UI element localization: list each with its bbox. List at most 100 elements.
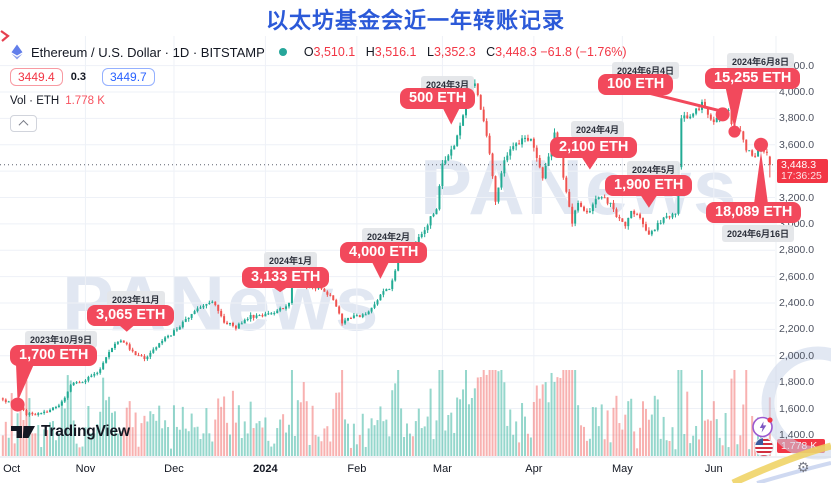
candle-body — [255, 315, 258, 318]
volume-bar — [111, 412, 113, 456]
candle-body — [57, 405, 60, 408]
candle-body — [249, 314, 252, 320]
candle-body — [122, 340, 125, 343]
candle-body — [211, 301, 214, 303]
volume-bar — [394, 383, 397, 456]
candle-body — [293, 274, 296, 276]
volume-bar — [556, 377, 559, 456]
us-flag-icon[interactable] — [753, 436, 775, 458]
tradingview-logo[interactable]: TradingView — [10, 423, 130, 441]
candle-body — [559, 145, 562, 158]
volume-bar — [158, 405, 161, 456]
candle-body — [639, 214, 642, 219]
candle-body — [547, 156, 550, 166]
candle-body — [391, 280, 394, 290]
volume-bar — [515, 421, 518, 456]
volume-bar — [748, 449, 751, 456]
volume-bar — [187, 431, 190, 456]
candle-body — [600, 197, 603, 199]
candle-body — [585, 210, 588, 213]
candle-body — [285, 306, 288, 309]
volume-bar — [606, 410, 609, 456]
volume-bar — [125, 407, 128, 456]
candle-body — [683, 115, 686, 119]
volume-bar — [167, 427, 170, 456]
low-label: L — [426, 45, 434, 59]
volume-bar — [677, 370, 680, 456]
volume-bar — [459, 399, 462, 456]
volume-layer — [1, 370, 771, 456]
volume-bar — [370, 418, 373, 456]
buy-button[interactable]: 3449.7 — [102, 68, 155, 86]
annotation-pointer — [442, 107, 461, 125]
candle-body — [373, 304, 376, 308]
ohlc-values: O3,510.1 H3,516.1 L3,352.3 C3,448.3 −61.… — [297, 45, 627, 59]
candle-body — [435, 209, 438, 215]
candle-body — [518, 143, 521, 145]
candle-body — [361, 314, 364, 318]
volume-bar — [594, 407, 597, 456]
candle-body — [715, 117, 718, 123]
volume-bar — [727, 447, 730, 456]
symbol-title[interactable]: Ethereum / U.S. Dollar · 1D · BITSTAMP — [31, 44, 265, 60]
candle-body — [308, 287, 311, 289]
volume-bar — [671, 427, 674, 456]
candle-body — [217, 304, 220, 311]
volume-bar — [609, 442, 612, 456]
collapse-legend-button[interactable] — [10, 115, 37, 132]
volume-bar — [674, 449, 677, 456]
candle-body — [252, 314, 255, 318]
candle-body — [75, 382, 78, 384]
market-status-dot — [278, 48, 287, 56]
volume-bar — [571, 370, 574, 456]
volume-bar — [217, 398, 220, 456]
volume-bar — [131, 427, 134, 456]
volume-bar — [683, 434, 686, 456]
volume-bar — [93, 433, 96, 456]
volume-bar — [692, 435, 695, 456]
current-price-label[interactable]: 3,448.3 17:36:25 — [777, 159, 828, 183]
candle-body — [311, 287, 314, 289]
sell-button[interactable]: 3449.4 — [10, 68, 63, 86]
volume-bar — [54, 440, 57, 456]
volume-bar — [473, 388, 476, 456]
candle-body — [677, 167, 680, 214]
candle-body — [108, 352, 111, 358]
candle-body — [178, 327, 181, 330]
candle-body — [63, 397, 66, 402]
candle-body — [72, 382, 75, 386]
volume-bar — [718, 437, 721, 456]
candle-body — [503, 160, 506, 174]
candle-body — [229, 322, 231, 325]
volume-bar — [60, 401, 63, 456]
candle-body — [323, 288, 326, 292]
volume-bar — [521, 403, 524, 456]
volume-bar — [261, 427, 264, 456]
volume-bar — [175, 426, 178, 456]
candle-body — [420, 233, 423, 238]
candle-body — [615, 209, 618, 217]
volume-bar — [470, 397, 473, 456]
candle-body — [550, 145, 553, 157]
settings-gear-icon[interactable]: ⚙ — [797, 459, 810, 475]
candle-body — [751, 150, 754, 156]
candle-body — [344, 320, 347, 324]
chevron-up-icon — [18, 119, 29, 130]
volume-bar — [588, 438, 591, 456]
candle-body — [674, 213, 677, 215]
candle-body — [34, 414, 37, 416]
volume-bar — [665, 440, 668, 456]
ethereum-icon — [11, 44, 23, 60]
volume-bar — [52, 421, 54, 456]
candle-body — [462, 115, 465, 126]
candle-body — [459, 125, 462, 136]
candle-body — [131, 349, 134, 352]
volume-bar — [317, 436, 320, 456]
candle-body — [155, 347, 158, 350]
volume-bar — [603, 439, 606, 456]
volume-bar — [453, 432, 456, 456]
candle-body — [385, 289, 388, 292]
volume-bar — [400, 408, 403, 456]
volume-bar — [373, 425, 376, 456]
